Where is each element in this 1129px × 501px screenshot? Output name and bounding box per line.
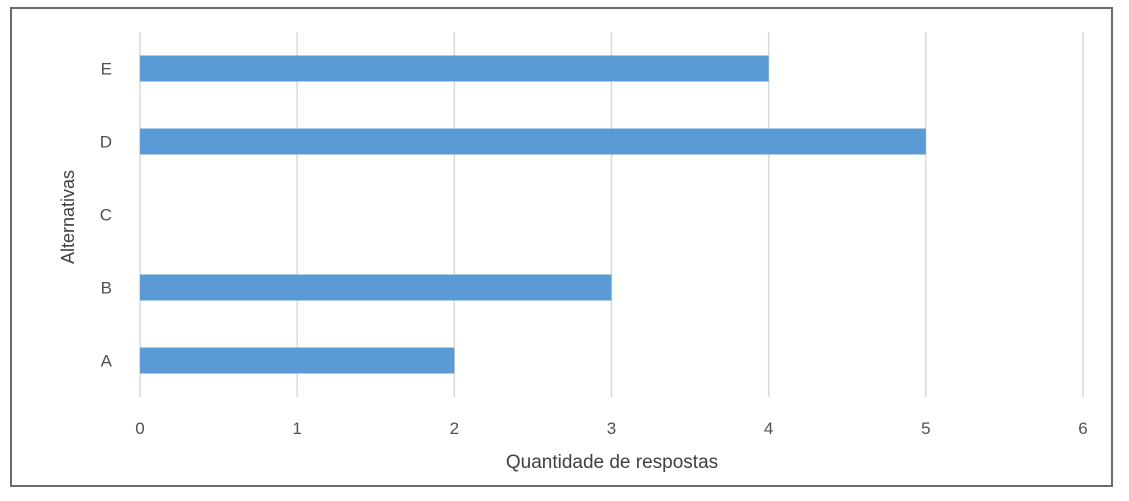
bar-B xyxy=(140,274,612,301)
x-tick-label-5: 5 xyxy=(921,419,930,438)
x-tick-label-4: 4 xyxy=(764,419,773,438)
y-tick-label-C: C xyxy=(100,206,112,225)
y-tick-label-D: D xyxy=(100,133,112,152)
y-axis-tick-labels: A B C D E xyxy=(100,60,113,371)
y-axis-title: Alternativas xyxy=(58,170,78,264)
x-tick-label-6: 6 xyxy=(1078,419,1087,438)
y-tick-label-A: A xyxy=(101,352,113,371)
x-tick-label-3: 3 xyxy=(607,419,616,438)
bar-D xyxy=(140,128,926,155)
x-tick-label-0: 0 xyxy=(135,419,144,438)
bar-E xyxy=(140,55,769,82)
bars xyxy=(140,55,926,374)
x-axis-title: Quantidade de respostas xyxy=(506,452,718,473)
y-tick-label-B: B xyxy=(101,279,112,298)
gridlines xyxy=(139,32,1084,397)
x-axis-tick-labels: 0 1 2 3 4 5 6 xyxy=(135,419,1087,438)
bar-A xyxy=(140,347,455,374)
x-tick-label-2: 2 xyxy=(450,419,459,438)
chart-frame xyxy=(10,7,1113,487)
y-tick-label-E: E xyxy=(101,60,112,79)
x-tick-label-1: 1 xyxy=(292,419,301,438)
